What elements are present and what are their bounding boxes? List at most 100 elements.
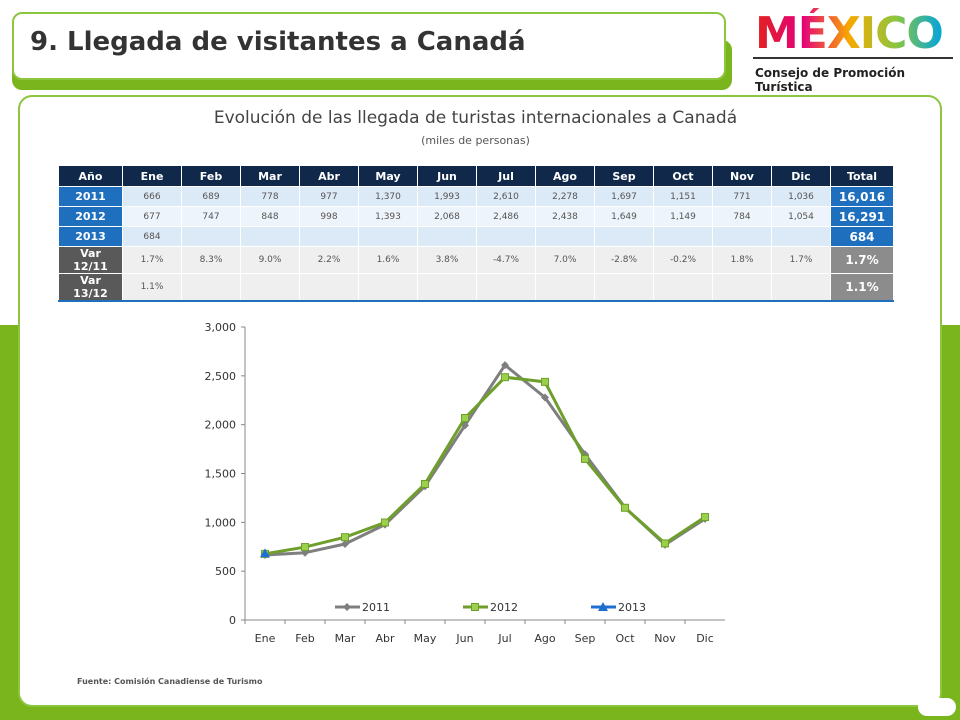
column-header: Jun: [417, 165, 477, 187]
data-cell: [299, 226, 359, 247]
data-cell: [476, 226, 536, 247]
data-cell: 8.3%: [181, 246, 241, 274]
marker: [421, 479, 429, 488]
data-cell: [358, 273, 418, 302]
column-header: Dic: [771, 165, 831, 187]
data-cell: 1.6%: [358, 246, 418, 274]
data-cell: 1,697: [594, 186, 654, 207]
marker: [260, 548, 270, 558]
marker: [621, 503, 629, 512]
data-cell: [417, 226, 477, 247]
data-cell: -4.7%: [476, 246, 536, 274]
data-cell: 778: [240, 186, 300, 207]
data-cell: 848: [240, 206, 300, 227]
x-tick-label: Nov: [654, 632, 676, 645]
x-tick-label: Dic: [696, 632, 714, 645]
data-cell: [476, 273, 536, 302]
page-pill: [918, 698, 956, 716]
data-cell: 1,393: [358, 206, 418, 227]
data-cell: 1,993: [417, 186, 477, 207]
marker: [661, 539, 669, 548]
data-cell: [594, 226, 654, 247]
marker: [501, 361, 509, 370]
data-cell: 771: [712, 186, 772, 207]
row-label: 2011: [58, 186, 123, 207]
logo: MÉXICO: [755, 8, 944, 59]
column-header: Total: [830, 165, 894, 187]
data-cell: 1,649: [594, 206, 654, 227]
data-cell: 2,610: [476, 186, 536, 207]
data-cell: 9.0%: [240, 246, 300, 274]
y-tick-label: 0: [229, 614, 236, 627]
column-header: Nov: [712, 165, 772, 187]
y-tick-label: 3,000: [205, 321, 237, 334]
marker: [301, 543, 309, 552]
legend-label: 2013: [618, 601, 646, 614]
y-tick-label: 2,500: [205, 370, 237, 383]
data-cell: -2.8%: [594, 246, 654, 274]
total-cell: 16,016: [830, 186, 894, 207]
column-header: May: [358, 165, 418, 187]
table-row: 2011 666 689 778 977 1,370 1,993 2,610 2,278 1,69…: [58, 186, 894, 207]
data-cell: [771, 226, 831, 247]
x-tick-label: Ene: [255, 632, 276, 645]
total-cell: 1.1%: [830, 273, 894, 302]
table-title: Evolución de las llegada de turistas int…: [213, 108, 738, 128]
logo-subtitle: Consejo de Promoción Turística: [755, 66, 906, 94]
data-cell: [653, 273, 713, 302]
data-cell: 1.7%: [122, 246, 182, 274]
x-tick-label: Abr: [375, 632, 395, 645]
data-cell: 2,486: [476, 206, 536, 227]
y-tick-label: 1,500: [205, 468, 237, 481]
marker: [461, 414, 469, 423]
data-cell: 784: [712, 206, 772, 227]
row-label: 2012: [58, 206, 123, 227]
header-row: Año Ene Feb Mar Abr May Jun Jul Ago Sep Oct Nov Dic T…: [58, 165, 894, 187]
column-header: Abr: [299, 165, 359, 187]
row-label: Var 12/11: [58, 246, 123, 274]
source: Fuente: Comisión Canadiense de Turismo: [77, 677, 263, 686]
x-tick-label: Jun: [455, 632, 473, 645]
marker: [471, 603, 479, 611]
data-cell: 998: [299, 206, 359, 227]
data-cell: [240, 273, 300, 302]
header-box: [12, 12, 726, 80]
marker: [541, 393, 549, 402]
series-line: [264, 363, 706, 557]
data-cell: 1,151: [653, 186, 713, 207]
x-tick-label: Feb: [295, 632, 314, 645]
data-cell: [594, 273, 654, 302]
data-cell: [535, 273, 595, 302]
row-label: Var 13/12: [58, 273, 123, 302]
marker: [381, 518, 389, 527]
column-header: Feb: [181, 165, 241, 187]
total-cell: 16,291: [830, 206, 894, 227]
data-cell: 1,149: [653, 206, 713, 227]
marker: [701, 513, 709, 522]
data-cell: 7.0%: [535, 246, 595, 274]
data-cell: [240, 226, 300, 247]
x-tick-label: May: [414, 632, 437, 645]
data-cell: 1,054: [771, 206, 831, 227]
row-label: 2013: [58, 226, 123, 247]
data-cell: [417, 273, 477, 302]
data-cell: [181, 273, 241, 302]
logo-rule: [753, 57, 953, 59]
data-cell: [181, 226, 241, 247]
marker: [343, 603, 351, 611]
data-table: Año Ene Feb Mar Abr May Jun Jul Ago Sep Oct Nov Dic T…: [58, 165, 894, 302]
data-cell: [712, 273, 772, 302]
data-cell: 1,370: [358, 186, 418, 207]
table-row: 2013 684 684: [58, 226, 894, 247]
legend-label: 2012: [490, 601, 518, 614]
x-tick-label: Jul: [497, 632, 511, 645]
table-row: Var 13/12 1.1% 1.1%: [58, 273, 894, 302]
total-cell: 684: [830, 226, 894, 247]
column-header: Año: [58, 165, 123, 187]
marker: [581, 454, 589, 463]
data-cell: [771, 273, 831, 302]
marker: [501, 373, 509, 382]
data-cell: 1.8%: [712, 246, 772, 274]
